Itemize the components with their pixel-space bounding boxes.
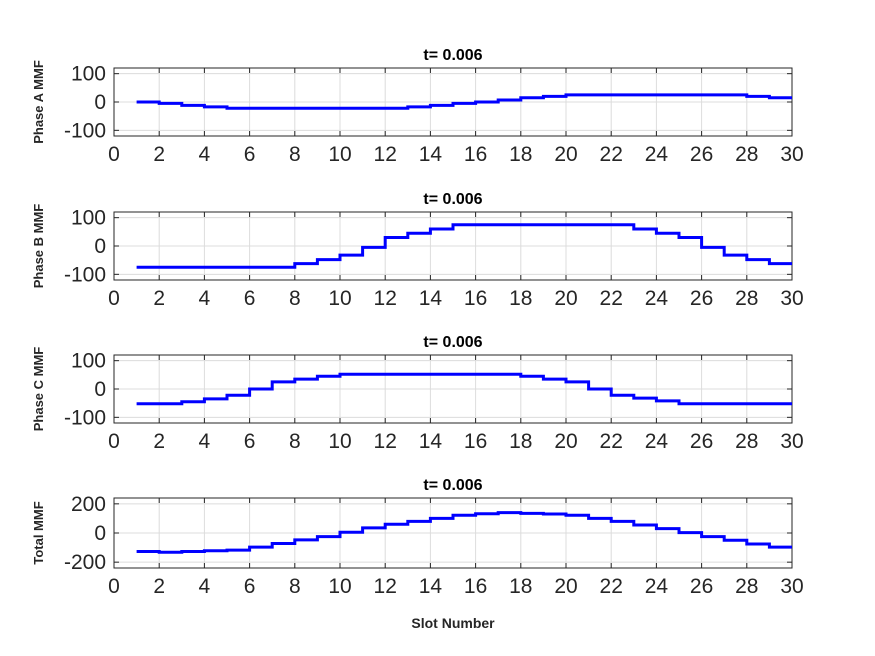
x-tick-label: 10 — [328, 430, 351, 453]
x-tick-label: 22 — [600, 575, 623, 598]
x-tick-label: 8 — [289, 287, 301, 310]
x-tick-label: 18 — [509, 575, 532, 598]
x-tick-label: 0 — [108, 430, 120, 453]
y-axis-label: Phase B MMF — [31, 204, 46, 289]
x-tick-label: 22 — [600, 143, 623, 166]
x-tick-label: 24 — [645, 430, 669, 453]
x-tick-label: 12 — [374, 287, 397, 310]
x-tick-label: 4 — [199, 575, 211, 598]
x-tick-label: 2 — [153, 575, 165, 598]
y-axis-label: Phase A MMF — [31, 60, 46, 144]
subplot-title: t= 0.006 — [423, 334, 482, 351]
x-tick-label: 6 — [244, 143, 256, 166]
x-tick-label: 14 — [419, 575, 443, 598]
x-tick-label: 2 — [153, 143, 165, 166]
x-tick-label: 30 — [780, 287, 803, 310]
x-tick-label: 10 — [328, 575, 351, 598]
x-tick-label: 12 — [374, 430, 397, 453]
mmf-step-series — [136, 372, 792, 406]
x-tick-label: 0 — [108, 287, 120, 310]
y-tick-label: 0 — [94, 378, 106, 401]
x-tick-label: 12 — [374, 143, 397, 166]
y-tick-label: 0 — [94, 235, 106, 258]
y-tick-label: -100 — [64, 406, 106, 429]
x-tick-label: 10 — [328, 287, 351, 310]
x-tick-label: 30 — [780, 430, 803, 453]
x-tick-label: 20 — [554, 287, 577, 310]
mmf-step-series — [136, 511, 792, 554]
x-tick-label: 2 — [153, 430, 165, 453]
x-tick-label: 28 — [735, 143, 758, 166]
x-tick-label: 4 — [199, 143, 211, 166]
x-tick-label: 14 — [419, 430, 443, 453]
x-tick-label: 20 — [554, 430, 577, 453]
x-tick-label: 6 — [244, 575, 256, 598]
mmf-step-series — [136, 93, 792, 110]
y-tick-label: -100 — [64, 119, 106, 142]
x-tick-label: 18 — [509, 287, 532, 310]
x-tick-label: 12 — [374, 575, 397, 598]
x-tick-label: 16 — [464, 143, 487, 166]
x-tick-label: 24 — [645, 575, 669, 598]
subplot-title: t= 0.006 — [423, 47, 482, 64]
y-tick-label: 200 — [71, 493, 106, 516]
x-tick-label: 26 — [690, 430, 713, 453]
y-axis-label: Total MMF — [31, 501, 46, 564]
x-tick-label: 8 — [289, 430, 301, 453]
subplot-title: t= 0.006 — [423, 191, 482, 208]
y-tick-label: 0 — [94, 522, 106, 545]
x-tick-label: 8 — [289, 575, 301, 598]
y-tick-label: 100 — [71, 207, 106, 230]
x-tick-label: 26 — [690, 575, 713, 598]
y-tick-label: 0 — [94, 91, 106, 114]
x-tick-label: 20 — [554, 143, 577, 166]
x-tick-label: 16 — [464, 575, 487, 598]
x-tick-label: 26 — [690, 143, 713, 166]
x-tick-label: 14 — [419, 287, 443, 310]
x-tick-label: 28 — [735, 287, 758, 310]
x-tick-label: 24 — [645, 287, 669, 310]
x-tick-label: 16 — [464, 430, 487, 453]
x-tick-label: 16 — [464, 287, 487, 310]
x-tick-label: 28 — [735, 430, 758, 453]
x-tick-label: 20 — [554, 575, 577, 598]
x-tick-label: 28 — [735, 575, 758, 598]
figure-x-axis-label: Slot Number — [411, 615, 495, 631]
x-tick-label: 4 — [199, 287, 211, 310]
x-tick-label: 4 — [199, 430, 211, 453]
x-tick-label: 22 — [600, 430, 623, 453]
x-tick-label: 10 — [328, 143, 351, 166]
x-tick-label: 22 — [600, 287, 623, 310]
y-tick-label: -200 — [64, 551, 106, 574]
x-tick-label: 30 — [780, 143, 803, 166]
x-tick-label: 6 — [244, 287, 256, 310]
x-tick-label: 2 — [153, 287, 165, 310]
x-tick-label: 8 — [289, 143, 301, 166]
x-tick-label: 30 — [780, 575, 803, 598]
x-tick-label: 24 — [645, 143, 669, 166]
y-tick-label: 100 — [71, 350, 106, 373]
x-tick-label: 14 — [419, 143, 443, 166]
x-tick-label: 26 — [690, 287, 713, 310]
x-tick-label: 6 — [244, 430, 256, 453]
mmf-step-series — [136, 223, 792, 269]
subplot-title: t= 0.006 — [423, 477, 482, 494]
y-axis-label: Phase C MMF — [31, 347, 46, 432]
y-tick-label: 100 — [71, 63, 106, 86]
x-tick-label: 0 — [108, 143, 120, 166]
x-tick-label: 18 — [509, 143, 532, 166]
y-tick-label: -100 — [64, 263, 106, 286]
x-tick-label: 18 — [509, 430, 532, 453]
x-tick-label: 0 — [108, 575, 120, 598]
